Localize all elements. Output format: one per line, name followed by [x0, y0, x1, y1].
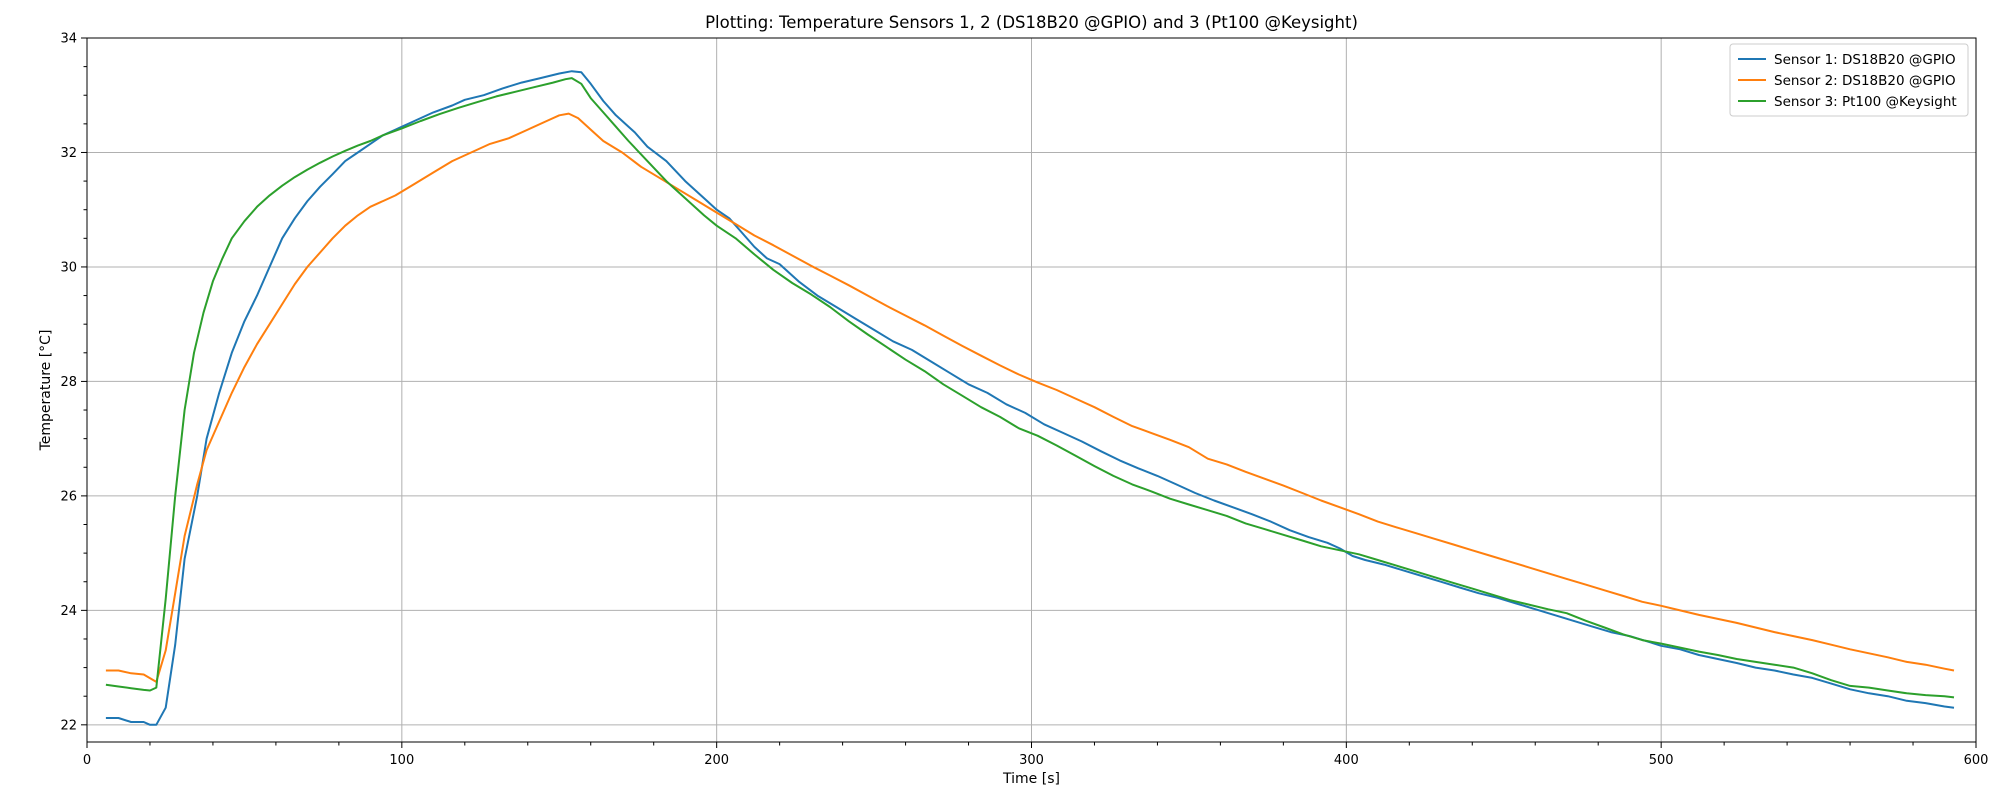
- x-axis-label: Time [s]: [1002, 771, 1060, 787]
- y-tick-label: 22: [60, 718, 77, 733]
- x-tick-label: 400: [1334, 753, 1359, 768]
- legend-label: Sensor 2: DS18B20 @GPIO: [1774, 73, 1956, 89]
- x-tick-label: 0: [83, 753, 91, 768]
- series-line-2: [105, 112, 1955, 683]
- y-tick-label: 28: [60, 375, 77, 390]
- series-line-1: [105, 70, 1955, 726]
- legend: Sensor 1: DS18B20 @GPIO Sensor 2: DS18B20…: [1729, 43, 1969, 117]
- y-tick-label: 34: [60, 32, 77, 47]
- legend-label: Sensor 3: Pt100 @Keysight: [1774, 94, 1957, 110]
- y-tick-label: 30: [60, 260, 77, 275]
- chart-title: Plotting: Temperature Sensors 1, 2 (DS18…: [705, 13, 1358, 32]
- y-tick-label: 32: [60, 146, 77, 161]
- y-tick-label: 26: [60, 489, 77, 504]
- x-tick-label: 200: [704, 753, 729, 768]
- axis-ticks: 0 100 200 300 400 500 600 22 24 26 28 30 32 34: [60, 32, 1988, 769]
- x-tick-label: 600: [1964, 753, 1989, 768]
- series-line-3: [105, 77, 1955, 699]
- x-tick-label: 300: [1019, 753, 1044, 768]
- x-tick-label: 500: [1649, 753, 1674, 768]
- legend-box: [1729, 43, 1969, 117]
- legend-label: Sensor 1: DS18B20 @GPIO: [1774, 52, 1956, 68]
- y-axis-label: Temperature [°C]: [38, 330, 54, 452]
- x-tick-label: 100: [389, 753, 414, 768]
- y-tick-label: 24: [60, 604, 77, 619]
- series-lines: [105, 70, 1955, 726]
